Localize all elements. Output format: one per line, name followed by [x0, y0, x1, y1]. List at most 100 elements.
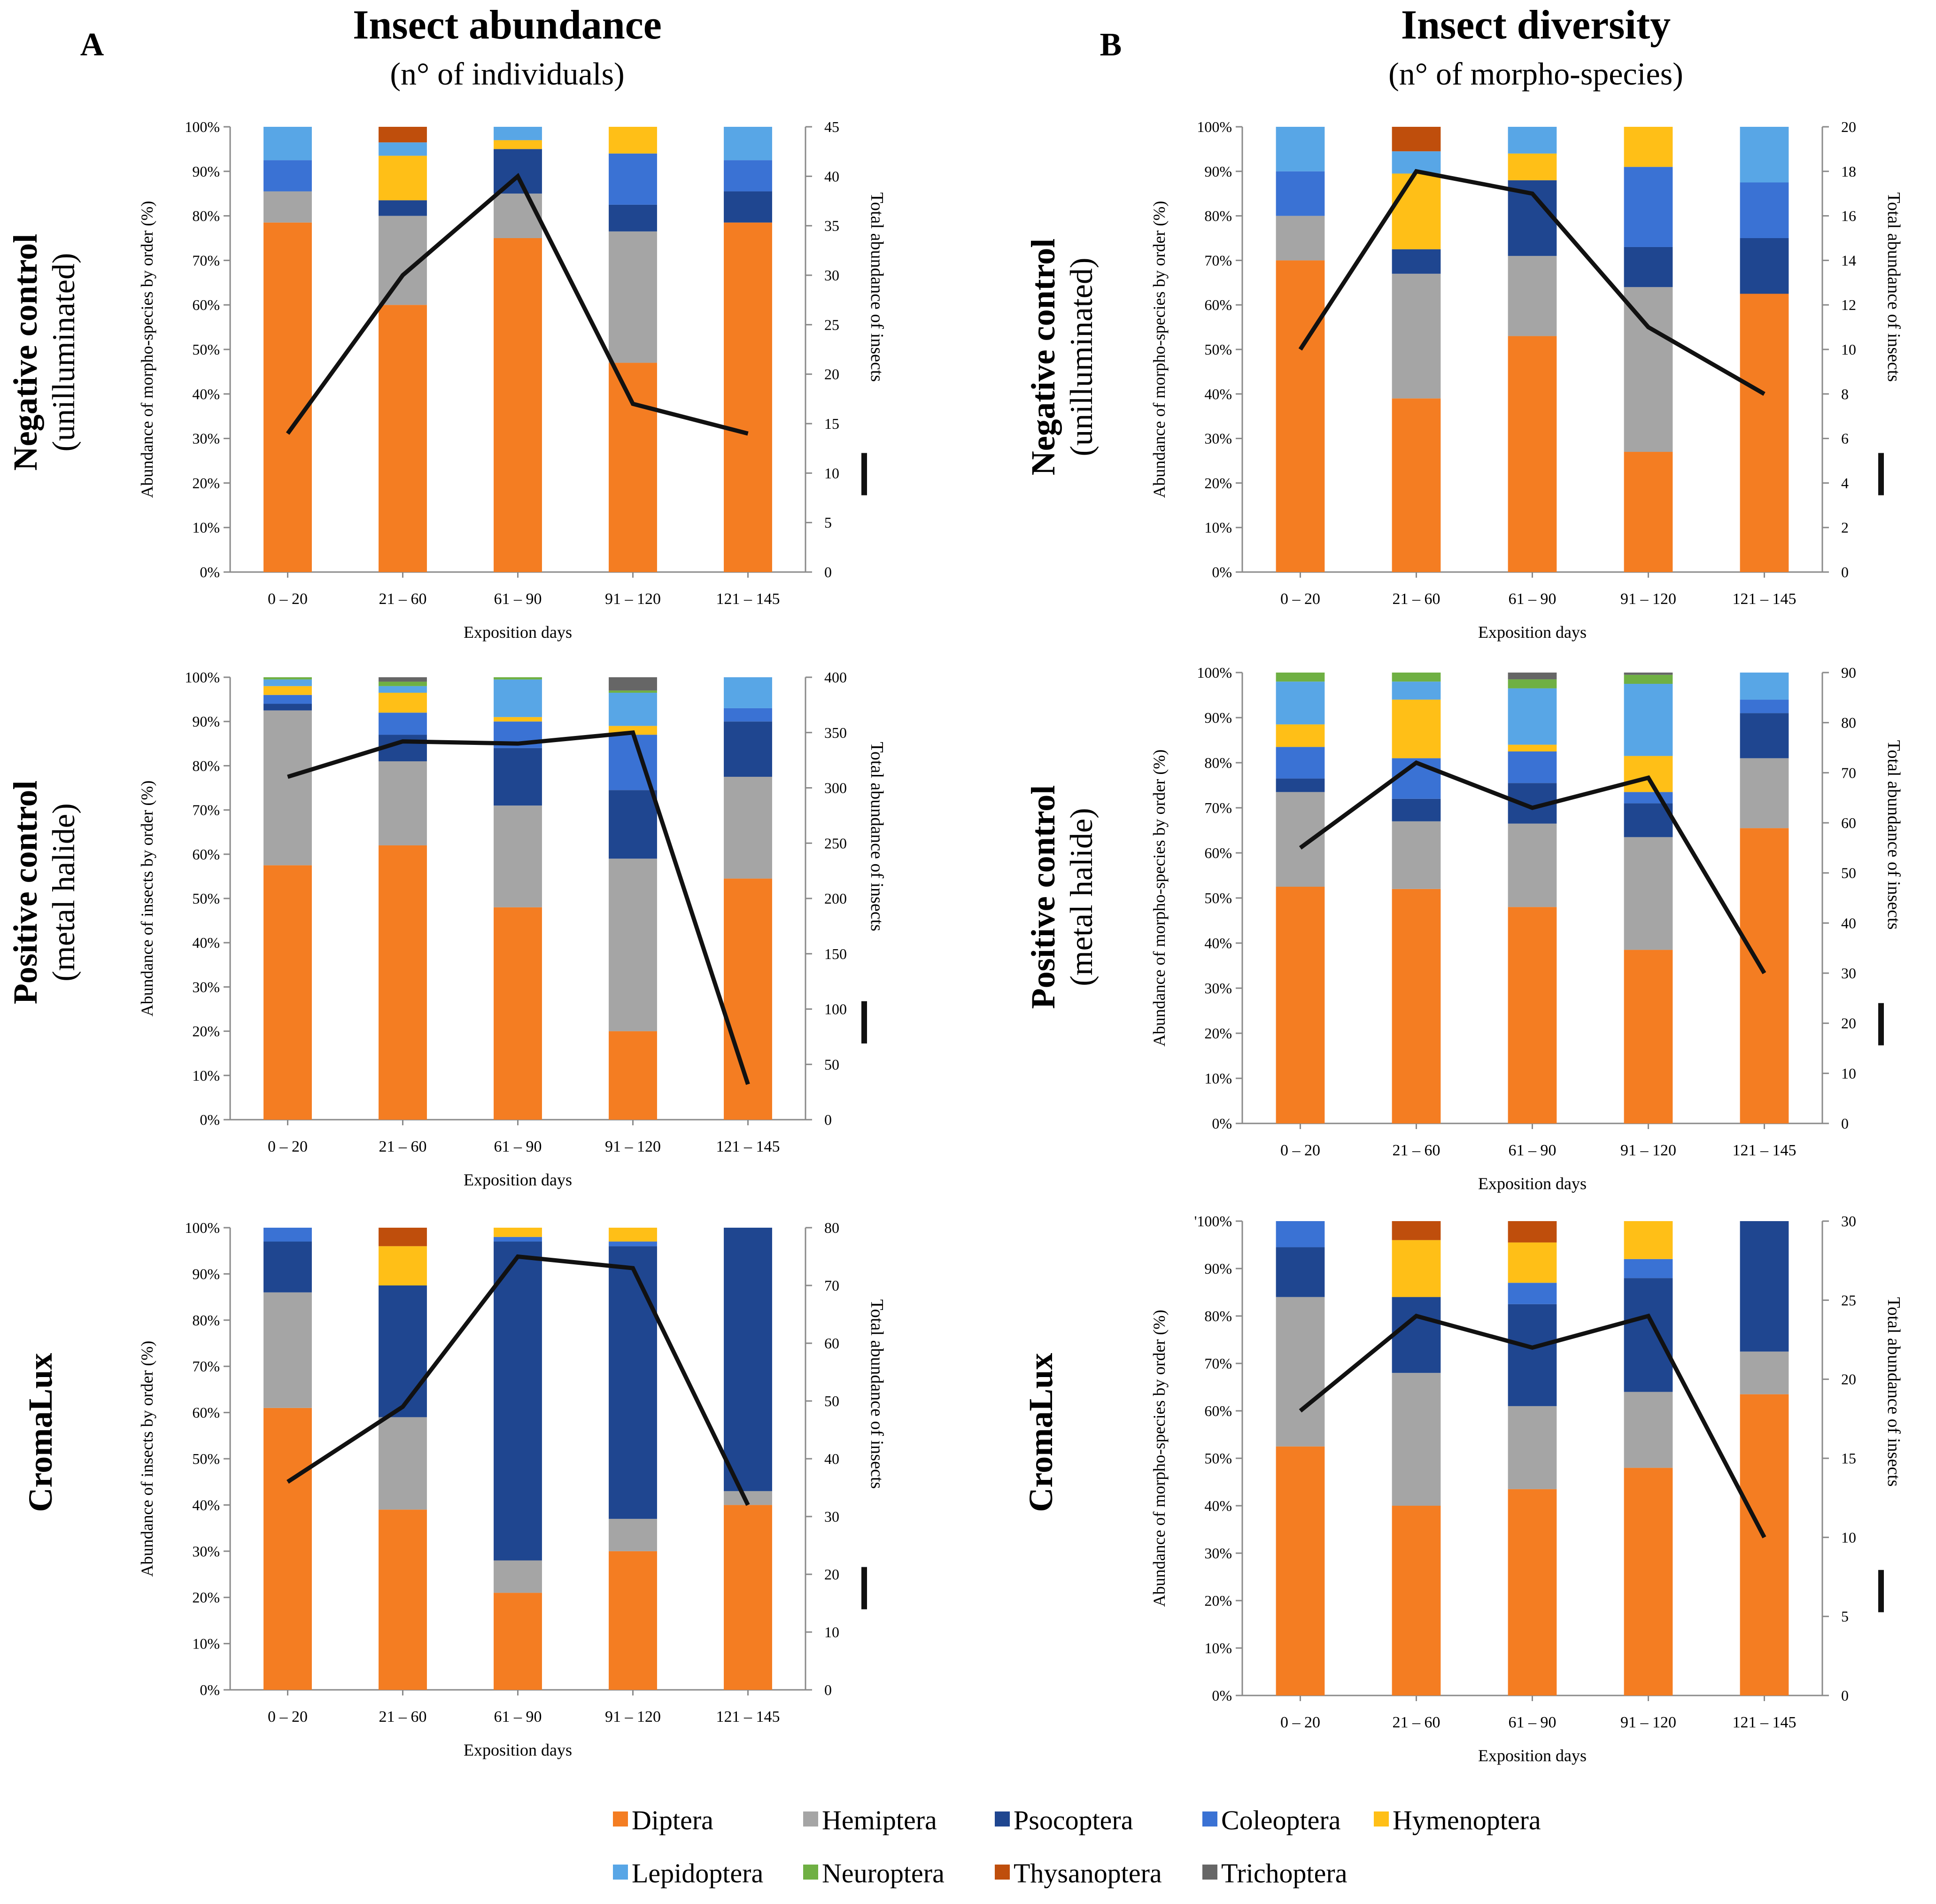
- bar-segment-coleoptera: [724, 708, 772, 722]
- bar-segment-lepidoptera: [1276, 681, 1325, 725]
- y-axis-title-a3: Abundance of insects by order (%): [138, 1341, 156, 1577]
- bar-segment-hymenoptera: [494, 140, 542, 149]
- bar-segment-lepidoptera: [1276, 127, 1325, 171]
- y-tick-label: 20%: [1204, 474, 1232, 491]
- bar-segment-thysanoptera: [379, 127, 427, 143]
- legend-label-diptera: Diptera: [632, 1805, 713, 1835]
- y2-tick-label: 0: [1841, 1115, 1849, 1132]
- legend-label-coleoptera: Coleoptera: [1221, 1805, 1340, 1835]
- bar-segment-hemiptera: [263, 191, 312, 223]
- y-tick-label: 40%: [192, 386, 220, 402]
- y-axis-title-b2: Abundance of morpho-species by order (%): [1150, 750, 1169, 1047]
- bar-segment-thysanoptera: [1508, 1221, 1557, 1243]
- x-tick-label: 121 – 145: [1733, 590, 1797, 608]
- chart-b1: 0% 10% 20% 30% 40% 50% 60% 70% 80% 90% 100% 0 2 4 6 8 10…: [1150, 118, 1904, 642]
- y-axis-title-a2: Abundance of insects by order (%): [138, 781, 156, 1017]
- legend-item-diptera: Diptera: [613, 1805, 713, 1835]
- bar-segment-psocoptera: [724, 1228, 772, 1491]
- bar-segment-psocoptera: [609, 1246, 657, 1519]
- y-tick-label: 0%: [200, 1111, 220, 1128]
- y-tick-label: 0%: [200, 1681, 220, 1698]
- legend-item-coleoptera: Coleoptera: [1202, 1805, 1340, 1835]
- y2-tick-label: 20: [824, 1566, 839, 1583]
- bar-segment-hemiptera: [1624, 287, 1673, 452]
- y-tick-label: '100%: [1194, 1213, 1232, 1230]
- bar-segment-hemiptera: [1276, 792, 1325, 887]
- bar-segment-psocoptera: [1276, 778, 1325, 792]
- y2-tick-label: 50: [824, 1056, 839, 1073]
- y-tick-label: 90%: [1204, 1260, 1232, 1277]
- bar-segment-diptera: [494, 1593, 542, 1690]
- bar-segment-hemiptera: [379, 1417, 427, 1510]
- row-title-positive-control-a: Positive control: [7, 781, 44, 1005]
- bar-segment-psocoptera: [263, 1241, 312, 1293]
- bar-segment-hemiptera: [1276, 1297, 1325, 1447]
- bar-segment-psocoptera: [1392, 798, 1441, 821]
- y2-tick-label: 400: [824, 669, 847, 686]
- y-tick-label: 80%: [192, 1312, 220, 1329]
- bar-segment-neuroptera: [1392, 673, 1441, 682]
- y-tick-label: 50%: [192, 890, 220, 907]
- y2-tick-label: 30: [1841, 1213, 1856, 1230]
- bar-segment-hemiptera: [1624, 837, 1673, 950]
- bar-segment-hymenoptera: [1508, 1242, 1557, 1283]
- row-subtitle-negative-control-a: (unilluminated): [46, 253, 81, 451]
- y-tick-label: 10%: [192, 1067, 220, 1084]
- y-tick-label: 20%: [192, 1589, 220, 1606]
- y2-tick-label: 30: [824, 267, 839, 284]
- bar-segment-hemiptera: [609, 1518, 657, 1551]
- bar-segment-coleoptera: [1740, 699, 1789, 713]
- legend-label-thysanoptera: Thysanoptera: [1014, 1858, 1162, 1889]
- x-tick-label: 61 – 90: [1509, 1714, 1557, 1731]
- bar-segment-hemiptera: [494, 1560, 542, 1593]
- bar-segment-psocoptera: [1508, 1304, 1557, 1406]
- chart-b3: 0% 10% 20% 30% 40% 50% 60% 70% 80% 90% '100% 0 5 10 15…: [1150, 1213, 1904, 1765]
- y-axis-title-a1: Abundance of morpho-species by order (%): [138, 201, 156, 498]
- bar-segment-neuroptera: [263, 677, 312, 680]
- y2-tick-label: 0: [824, 1681, 832, 1698]
- y-tick-label: 80%: [192, 757, 220, 774]
- legend-swatch-coleoptera: [1202, 1811, 1217, 1827]
- bar-segment-hymenoptera: [263, 686, 312, 695]
- bar-segment-lepidoptera: [379, 142, 427, 156]
- bar-segment-psocoptera: [724, 191, 772, 223]
- legend-swatch-hemiptera: [803, 1811, 818, 1827]
- bar-segment-diptera: [1740, 294, 1789, 572]
- y2-tick-label: 200: [824, 890, 847, 907]
- y-tick-label: 70%: [192, 252, 220, 269]
- x-tick-label: 91 – 120: [1620, 590, 1676, 608]
- y2-tick-label: 35: [824, 217, 839, 234]
- bar-segment-lepidoptera: [1392, 681, 1441, 700]
- bar-segment-psocoptera: [379, 1285, 427, 1417]
- y2-axis-title-b1: Total abundance of insects: [1884, 192, 1904, 382]
- row-subtitle-negative-control-b: (unilluminated): [1063, 257, 1099, 456]
- x-axis-title-b1: Exposition days: [1478, 623, 1587, 642]
- legend-label-neuroptera: Neuroptera: [822, 1858, 945, 1889]
- bar-segment-coleoptera: [263, 160, 312, 192]
- y-tick-label: 30%: [1204, 1545, 1232, 1562]
- bar-segment-diptera: [1392, 889, 1441, 1123]
- bar-segment-diptera: [494, 238, 542, 572]
- bar-segment-diptera: [263, 865, 312, 1120]
- bar-segment-coleoptera: [724, 160, 772, 192]
- y-tick-label: 50%: [1204, 890, 1232, 906]
- bar-segment-diptera: [724, 222, 772, 572]
- y-tick-label: 30%: [1204, 430, 1232, 447]
- panel-letter-b: B: [1100, 27, 1122, 63]
- y2-tick-label: 150: [824, 945, 847, 962]
- bar-segment-hemiptera: [1508, 823, 1557, 907]
- bar-segment-neuroptera: [1624, 674, 1673, 684]
- x-tick-label: 121 – 145: [716, 1138, 780, 1155]
- y-tick-label: 90%: [1204, 709, 1232, 726]
- x-tick-label: 121 – 145: [716, 590, 780, 608]
- y2-axis-title-b2: Total abundance of insects: [1884, 740, 1904, 930]
- y-tick-label: 10%: [1204, 1070, 1232, 1087]
- y-tick-label: 90%: [1204, 163, 1232, 180]
- y2-axis-title-a1: Total abundance of insects: [867, 192, 887, 382]
- bar-segment-hemiptera: [609, 859, 657, 1031]
- y2-tick-label: 18: [1841, 163, 1856, 180]
- y-tick-label: 80%: [192, 208, 220, 224]
- y2-tick-label: 10: [1841, 341, 1856, 358]
- y2-tick-label: 6: [1841, 430, 1849, 447]
- bar-segment-lepidoptera: [379, 686, 427, 693]
